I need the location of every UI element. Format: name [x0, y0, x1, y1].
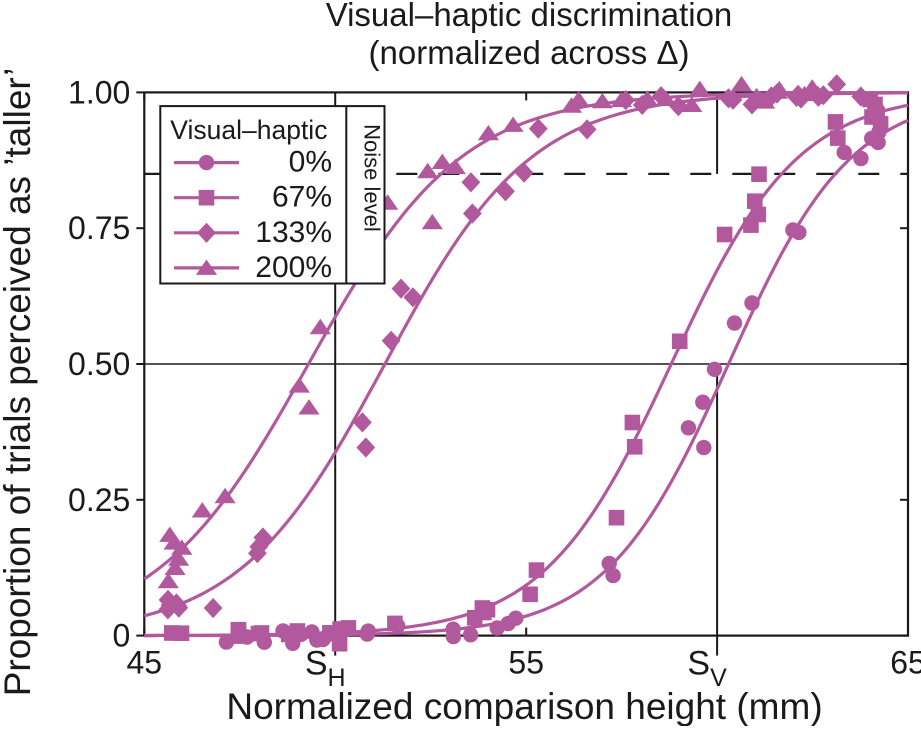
svg-text:Noise level: Noise level — [359, 124, 384, 232]
svg-text:133%: 133% — [255, 216, 332, 249]
svg-text:200%: 200% — [255, 251, 332, 284]
svg-text:0.25: 0.25 — [68, 482, 130, 518]
svg-text:Normalized comparison height (: Normalized comparison height (mm) — [226, 686, 822, 726]
svg-text:55: 55 — [508, 645, 544, 681]
svg-text:45: 45 — [127, 645, 163, 681]
svg-text:65: 65 — [890, 645, 921, 681]
svg-text:(normalized across Δ): (normalized across Δ) — [369, 34, 690, 71]
svg-text:Visual–haptic discrimination: Visual–haptic discrimination — [326, 0, 733, 33]
svg-text:0.50: 0.50 — [68, 346, 130, 382]
svg-text:67%: 67% — [272, 181, 332, 214]
svg-text:Proportion of trials perceived: Proportion of trials perceived as ’talle… — [0, 68, 38, 697]
svg-text:1.00: 1.00 — [68, 74, 130, 110]
svg-text:Visual–haptic: Visual–haptic — [170, 115, 327, 145]
svg-text:0.75: 0.75 — [68, 210, 130, 246]
svg-text:0%: 0% — [289, 146, 332, 179]
